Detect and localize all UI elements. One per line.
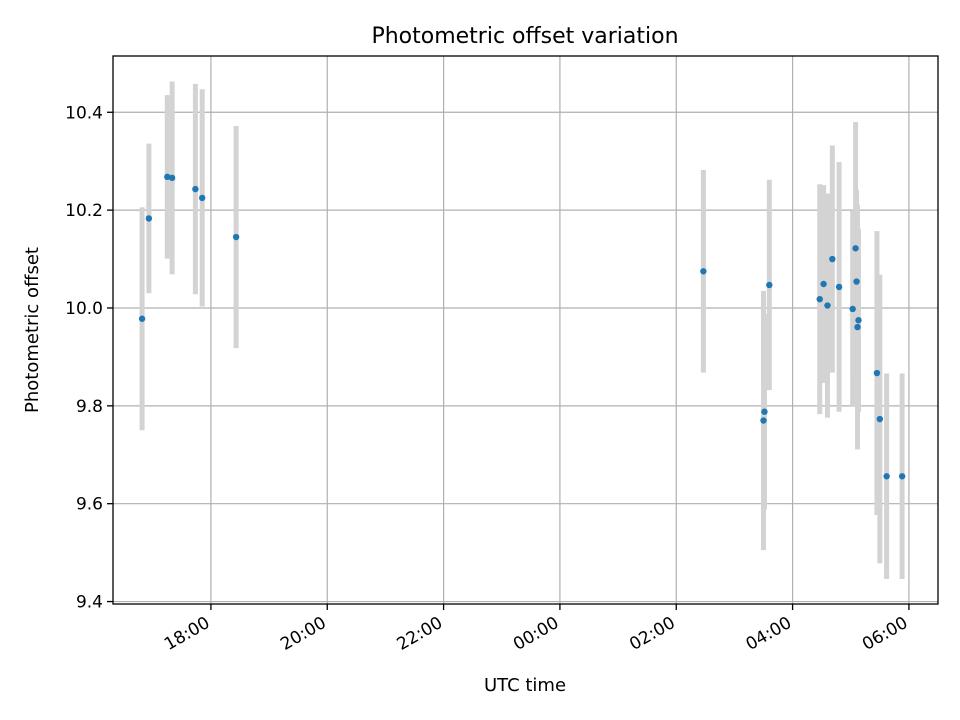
data-point <box>876 415 884 423</box>
data-point <box>883 473 890 480</box>
y-axis-label: Photometric offset <box>22 247 43 413</box>
data-point <box>854 323 861 331</box>
y-tick-label: 10.2 <box>65 201 103 221</box>
data-point <box>898 473 906 480</box>
data-point <box>760 417 767 424</box>
data-point <box>145 215 153 222</box>
data-point <box>820 280 827 288</box>
data-point <box>824 302 831 309</box>
data-point <box>852 245 859 252</box>
data-point <box>232 233 240 241</box>
data-point <box>766 281 773 289</box>
y-tick-label: 9.6 <box>76 495 103 515</box>
data-point <box>853 278 860 285</box>
chart-title: Photometric offset variation <box>371 24 678 49</box>
x-axis-label: UTC time <box>484 675 566 696</box>
data-point <box>835 283 843 291</box>
data-point <box>849 305 856 313</box>
data-point <box>192 185 199 193</box>
data-point <box>855 317 862 324</box>
data-point <box>164 173 171 181</box>
y-tick-label: 10.0 <box>65 299 103 319</box>
data-point <box>198 194 206 202</box>
data-point <box>873 369 881 377</box>
data-points <box>138 173 906 480</box>
data-point <box>816 295 823 303</box>
data-point <box>168 174 176 182</box>
y-axis-ticks: 9.4 9.6 9.8 10.0 10.2 10.4 <box>65 103 113 613</box>
plot-frame <box>112 55 939 605</box>
data-point <box>829 255 836 263</box>
y-tick-label: 10.4 <box>65 103 103 123</box>
data-point <box>700 268 707 275</box>
grid <box>113 56 938 604</box>
data-point <box>138 315 146 322</box>
y-tick-label: 9.4 <box>76 593 103 613</box>
y-tick-label: 9.8 <box>76 397 103 417</box>
data-point <box>761 408 768 415</box>
